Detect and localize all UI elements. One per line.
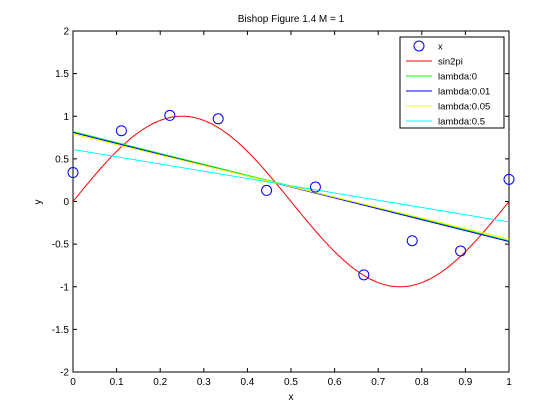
x-axis-ticks: 0 0.1 0.2 0.3 0.4 0.5 0.6 0.7 0.8 0.9 1: [70, 31, 512, 388]
data-points: [67, 109, 515, 281]
y-tick-label: -1.5: [52, 325, 70, 336]
data-point-marker: [406, 235, 418, 247]
y-axis-ticks: -2 -1.5 -1 -0.5 0 0.5 1 1.5 2: [52, 27, 509, 379]
y-tick-label: -0.5: [52, 240, 70, 251]
x-tick-label: 0.9: [458, 377, 472, 388]
legend-box: [399, 36, 505, 129]
y-tick-label: 1: [63, 112, 69, 123]
data-point-marker: [309, 181, 321, 193]
data-point-marker: [164, 109, 176, 121]
sin2pi-curve: [73, 115, 509, 288]
chart-title: Bishop Figure 1.4 M = 1: [238, 14, 345, 25]
legend-label-lambda-0: lambda:0: [438, 72, 477, 83]
y-tick-label: 0: [63, 197, 69, 208]
x-tick-label: 0.3: [197, 377, 211, 388]
legend-label-lambda-0-05: lambda:0.05: [438, 102, 490, 113]
data-point-marker: [261, 184, 273, 196]
legend-label-lambda-0-01: lambda:0.01: [438, 87, 490, 98]
x-axis-label: x: [289, 392, 294, 403]
data-point-marker: [115, 125, 127, 137]
y-axis-label: y: [33, 200, 44, 205]
x-tick-label: 0.5: [284, 377, 298, 388]
x-tick-label: 0.8: [415, 377, 429, 388]
data-point-marker: [455, 245, 467, 257]
y-tick-label: -1: [60, 282, 69, 293]
x-tick-label: 0.1: [110, 377, 124, 388]
fit-line-lambda-0-5: [73, 149, 509, 223]
x-tick-label: 0.6: [328, 377, 342, 388]
legend-label-x: x: [438, 42, 443, 53]
y-tick-label: -2: [60, 368, 69, 379]
legend: x sin2pi lambda:0 lambda:0.01 lambda:0.05 lam…: [399, 36, 505, 129]
legend-label-sin2pi: sin2pi: [438, 57, 463, 68]
legend-label-lambda-0-5: lambda:0.5: [438, 117, 485, 128]
data-point-marker: [503, 173, 515, 185]
x-tick-label: 0.4: [240, 377, 254, 388]
fit-line-lambda-0-05: [73, 133, 509, 240]
x-tick-label: 1: [506, 377, 512, 388]
y-tick-label: 2: [63, 27, 69, 38]
data-point-marker: [212, 113, 224, 125]
x-tick-label: 0.7: [371, 377, 385, 388]
y-tick-label: 0.5: [55, 154, 69, 165]
y-tick-label: 1.5: [55, 69, 69, 80]
x-tick-label: 0: [70, 377, 76, 388]
legend-swatch-x: [413, 40, 425, 52]
data-point-marker: [358, 269, 370, 281]
x-tick-label: 0.2: [153, 377, 167, 388]
series-layer: [73, 115, 509, 288]
data-point-marker: [67, 167, 79, 179]
